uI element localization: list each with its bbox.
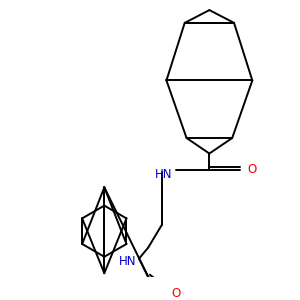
Text: HN: HN <box>118 255 136 268</box>
Text: HN: HN <box>155 168 172 181</box>
Text: O: O <box>248 164 257 176</box>
Text: O: O <box>171 287 180 300</box>
